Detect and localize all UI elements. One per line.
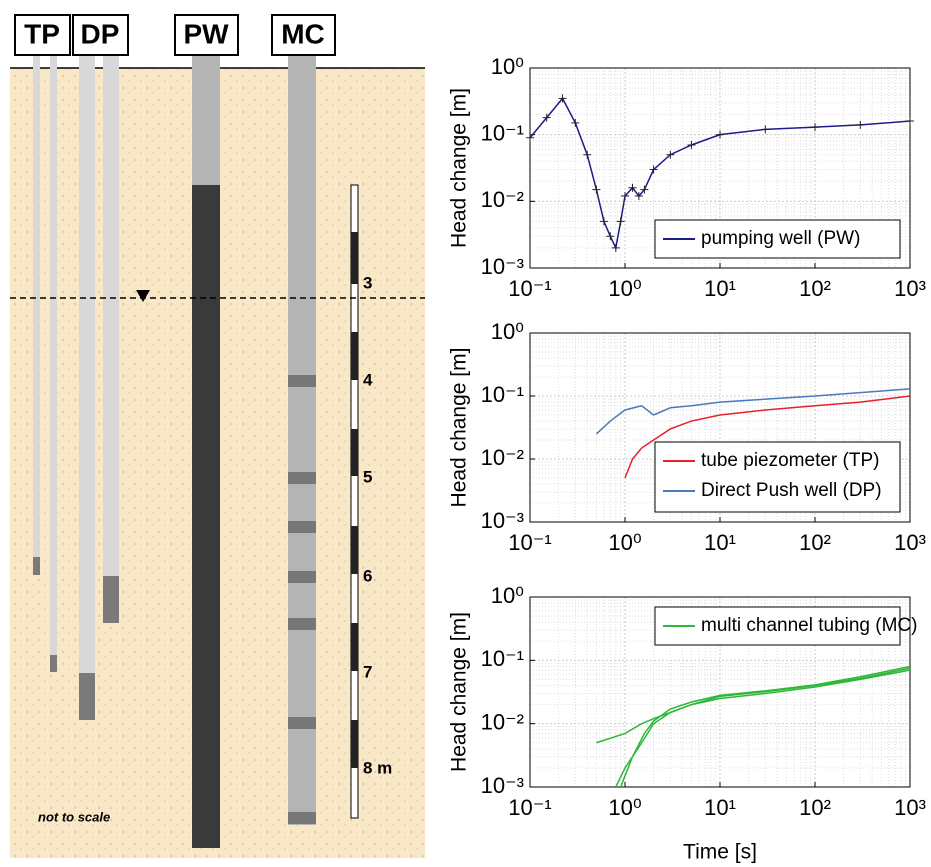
data-marker xyxy=(558,94,567,103)
data-marker xyxy=(906,117,914,126)
data-marker xyxy=(606,232,615,241)
depth-label: 7 xyxy=(363,662,372,681)
x-tick-label: 10⁻¹ xyxy=(508,795,551,820)
legend-label: Direct Push well (DP) xyxy=(701,480,882,501)
y-axis-label: Head change [m] xyxy=(448,612,471,772)
dp-screen xyxy=(103,576,119,623)
depth-label: 3 xyxy=(363,273,372,292)
x-tick-label: 10² xyxy=(799,795,831,820)
legend-label: tube piezometer (TP) xyxy=(701,450,879,471)
legend-box xyxy=(654,441,901,513)
y-tick-label: 10⁻² xyxy=(481,445,524,470)
x-tick-label: 10¹ xyxy=(704,795,736,820)
y-tick-label: 10⁻² xyxy=(481,709,524,734)
legend-box xyxy=(654,219,901,259)
data-marker xyxy=(761,125,770,134)
x-axis-label: Time [s] xyxy=(683,841,757,864)
x-tick-label: 10⁻¹ xyxy=(508,276,551,301)
depth-label: 4 xyxy=(363,370,373,389)
tp-pipe xyxy=(50,55,57,672)
diagram: TP DP PW MC 3 4 5 6 7 8 m not to scale xyxy=(10,14,425,858)
data-marker xyxy=(640,185,649,194)
plot-frame xyxy=(529,67,911,269)
plot-frame xyxy=(529,332,911,523)
y-tick-label: 10⁻¹ xyxy=(481,120,524,145)
tp-screen xyxy=(50,655,57,672)
note: not to scale xyxy=(38,809,110,824)
x-tick-label: 10¹ xyxy=(704,530,736,555)
x-tick-label: 10⁻¹ xyxy=(508,530,551,555)
dp-screen xyxy=(79,673,95,720)
x-tick-label: 10³ xyxy=(894,530,926,555)
y-tick-label: 10⁻² xyxy=(481,187,524,212)
y-axis-label: Head change [m] xyxy=(448,88,471,248)
y-tick-label: 10⁻³ xyxy=(481,508,524,533)
data-marker xyxy=(634,192,643,201)
data-marker xyxy=(542,113,551,122)
data-marker xyxy=(599,217,608,226)
well-label: PW xyxy=(183,18,229,49)
x-tick-label: 10³ xyxy=(894,795,926,820)
depth-label: 6 xyxy=(363,566,372,585)
x-tick-label: 10⁰ xyxy=(608,276,641,301)
legend-label: multi channel tubing (MC) xyxy=(701,615,917,636)
mc-ports xyxy=(288,375,316,824)
pw-casing xyxy=(192,55,220,185)
tp-screen xyxy=(33,557,40,575)
data-marker xyxy=(592,185,601,194)
x-tick-label: 10⁰ xyxy=(608,795,641,820)
y-tick-label: 10⁻¹ xyxy=(481,382,524,407)
data-marker xyxy=(616,217,625,226)
y-tick-label: 10⁰ xyxy=(491,54,524,79)
water-marker xyxy=(136,290,150,302)
x-tick-label: 10⁰ xyxy=(608,530,641,555)
y-tick-label: 10⁻³ xyxy=(481,254,524,279)
data-line xyxy=(529,97,911,251)
data-marker xyxy=(526,133,534,142)
data-marker xyxy=(621,192,629,201)
scale-bar xyxy=(350,184,359,819)
well-label: MC xyxy=(281,18,325,49)
x-tick-label: 10² xyxy=(799,276,831,301)
data-marker xyxy=(811,123,819,132)
data-marker xyxy=(716,130,724,139)
tp-pipe xyxy=(33,55,40,575)
x-tick-label: 10¹ xyxy=(704,276,736,301)
legend-box xyxy=(654,606,901,646)
data-marker xyxy=(571,118,580,127)
depth-label: 8 m xyxy=(363,758,392,777)
data-line xyxy=(619,665,911,788)
depth-label: 5 xyxy=(363,467,372,486)
x-tick-label: 10² xyxy=(799,530,831,555)
y-axis-label: Head change [m] xyxy=(448,348,471,508)
well-label: TP xyxy=(24,18,60,49)
data-marker xyxy=(628,183,637,192)
data-marker xyxy=(611,243,620,252)
label-boxes xyxy=(14,14,336,56)
scale-segments xyxy=(351,232,358,768)
y-tick-label: 10⁰ xyxy=(491,583,524,608)
dp-pipe xyxy=(79,55,95,720)
mc-tube xyxy=(288,55,316,825)
y-tick-label: 10⁻¹ xyxy=(481,646,524,671)
data-marker xyxy=(649,165,658,174)
plot-frame xyxy=(529,596,911,788)
y-tick-label: 10⁻³ xyxy=(481,773,524,798)
well-label: DP xyxy=(81,18,120,49)
dp-pipe xyxy=(103,55,119,623)
data-marker xyxy=(666,150,675,159)
data-line xyxy=(595,388,911,435)
y-tick-label: 10⁰ xyxy=(491,319,524,344)
pw-screen xyxy=(192,185,220,848)
x-tick-label: 10³ xyxy=(894,276,926,301)
data-marker xyxy=(583,150,592,159)
data-line xyxy=(624,395,911,479)
data-marker xyxy=(856,120,865,129)
legend-label: pumping well (PW) xyxy=(701,228,860,249)
data-marker xyxy=(687,140,696,149)
